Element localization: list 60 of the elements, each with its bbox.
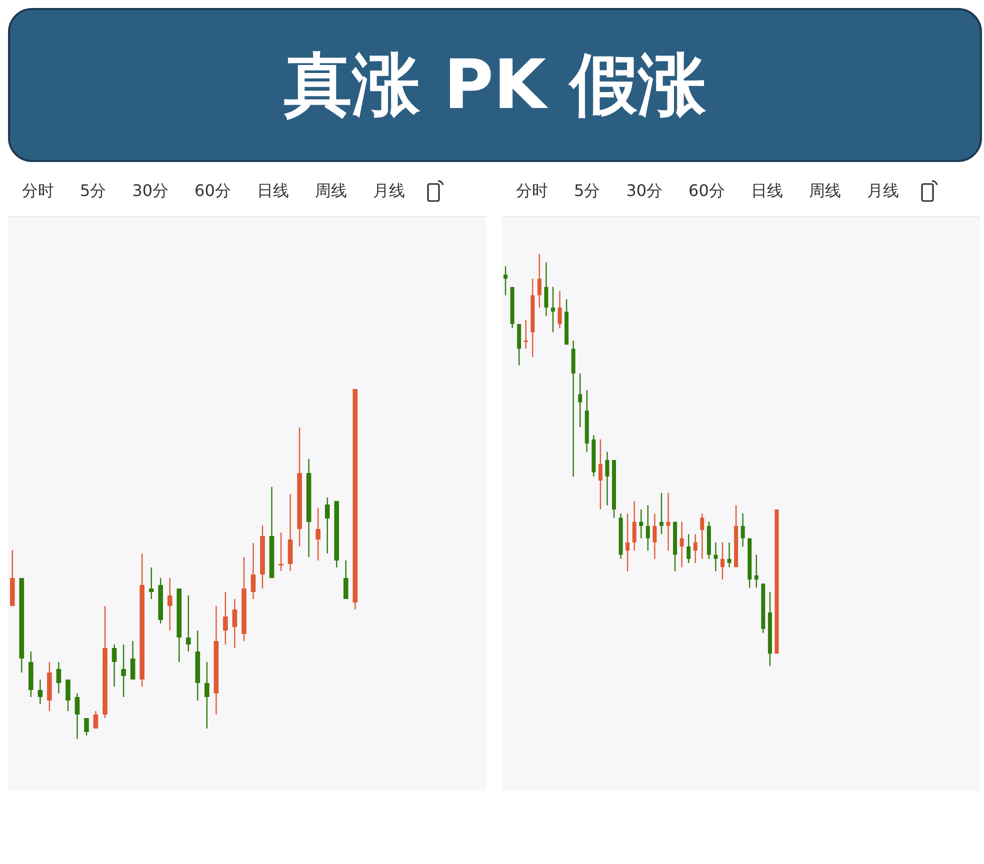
candlestick xyxy=(537,254,542,308)
candlestick xyxy=(343,560,348,600)
text: 30分 xyxy=(626,180,663,202)
candlestick xyxy=(84,717,89,736)
candlestick xyxy=(727,542,732,568)
text: 日线 xyxy=(256,180,289,202)
text: 日线 xyxy=(750,180,783,202)
candlestick xyxy=(112,644,117,688)
candlestick xyxy=(686,534,691,564)
candlestick xyxy=(550,286,555,333)
candlestick xyxy=(204,661,210,730)
candlestick xyxy=(148,566,154,600)
candlestick xyxy=(93,710,98,730)
chart-title: 真涨 PK 假涨 xyxy=(284,44,706,126)
candlestick xyxy=(754,554,758,588)
candlestick xyxy=(66,678,70,712)
candlestick xyxy=(524,319,528,350)
candlestick xyxy=(38,678,43,705)
candlestick xyxy=(250,542,256,600)
candlestick xyxy=(578,372,582,428)
candlestick xyxy=(740,512,745,548)
candlestick xyxy=(632,500,636,552)
text: 周线 xyxy=(314,180,347,202)
candlestick xyxy=(700,512,704,560)
candlestick xyxy=(558,290,562,329)
text: 周线 xyxy=(808,180,841,202)
candlestick xyxy=(324,496,330,554)
text: 5分 xyxy=(574,180,600,202)
text: 月线 xyxy=(866,180,899,202)
candlestick xyxy=(626,512,630,572)
candlestick xyxy=(56,661,62,694)
candlestick xyxy=(504,266,508,296)
candlestick xyxy=(680,521,684,568)
candlestick xyxy=(130,640,136,680)
text: 60分 xyxy=(688,180,725,202)
candlestick xyxy=(714,542,718,572)
candlestick xyxy=(693,534,698,564)
candlestick xyxy=(605,451,610,506)
candlestick xyxy=(720,542,724,580)
candlestick xyxy=(167,577,172,632)
candlestick xyxy=(659,492,664,535)
candlestick xyxy=(544,262,548,316)
candlestick xyxy=(186,594,191,652)
candlestick xyxy=(223,591,228,646)
candlestick xyxy=(121,644,126,698)
candlestick xyxy=(666,492,670,552)
text: 30分 xyxy=(132,180,169,202)
candlestick xyxy=(598,438,602,510)
candlestick xyxy=(639,508,644,539)
candlestick xyxy=(646,504,650,552)
text: 月线 xyxy=(372,180,405,202)
candlestick xyxy=(316,507,320,562)
text: 5分 xyxy=(80,180,106,202)
candlestick xyxy=(74,692,80,739)
candlestick xyxy=(232,598,238,649)
candlestick xyxy=(652,512,657,560)
text: 分时 xyxy=(516,180,548,202)
candlestick xyxy=(278,532,284,572)
text: 60分 xyxy=(194,180,231,202)
text: 分时 xyxy=(22,180,54,202)
